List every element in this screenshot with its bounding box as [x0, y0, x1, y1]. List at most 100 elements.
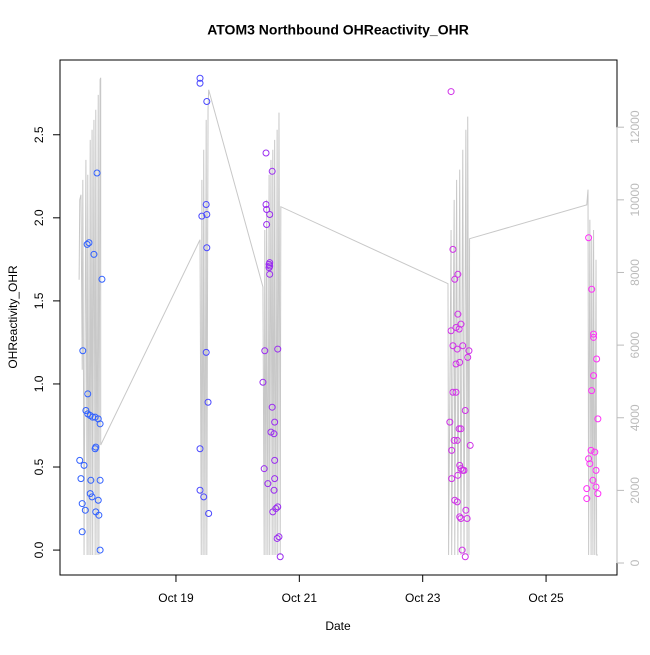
point — [454, 310, 462, 318]
point — [94, 496, 102, 504]
point — [203, 98, 211, 106]
point — [264, 480, 272, 488]
point — [461, 407, 469, 415]
point — [588, 387, 596, 395]
point — [86, 490, 94, 498]
point — [81, 506, 89, 514]
point — [273, 534, 281, 542]
point — [196, 74, 204, 82]
point — [271, 418, 279, 426]
point — [196, 486, 204, 494]
point — [262, 201, 270, 209]
point — [457, 320, 465, 328]
point — [457, 465, 465, 473]
point — [95, 511, 103, 519]
point — [270, 430, 278, 438]
point — [457, 425, 465, 433]
line-series — [78, 77, 598, 556]
point — [449, 342, 457, 350]
y-tick-label: 0.0 — [32, 541, 46, 558]
x-tick-label: Oct 23 — [405, 591, 441, 605]
y2-tick-label: 12000 — [628, 110, 642, 144]
point — [454, 270, 462, 278]
y2-tick-label: 2000 — [628, 477, 642, 504]
point — [82, 407, 90, 415]
point — [455, 425, 463, 433]
point — [593, 355, 601, 363]
point — [96, 476, 104, 484]
point — [448, 446, 456, 454]
point — [461, 553, 469, 561]
point — [456, 358, 464, 366]
point — [90, 250, 98, 258]
y-tick-label: 2.5 — [32, 126, 46, 143]
point — [592, 466, 600, 474]
point — [274, 345, 282, 353]
point — [276, 553, 284, 561]
point — [590, 333, 598, 341]
point — [587, 446, 595, 454]
point — [586, 460, 594, 468]
point — [274, 503, 282, 511]
point — [466, 441, 474, 449]
point — [266, 259, 274, 267]
point — [202, 201, 210, 209]
point — [93, 169, 101, 177]
point — [589, 476, 597, 484]
point — [259, 378, 267, 386]
point — [266, 270, 274, 278]
y2-tick-label: 10000 — [628, 183, 642, 217]
point — [84, 390, 92, 398]
point — [588, 285, 596, 293]
point — [77, 475, 85, 483]
point — [202, 348, 210, 356]
point — [451, 275, 459, 283]
point — [87, 476, 95, 484]
point — [449, 388, 457, 396]
point — [275, 533, 283, 541]
point — [453, 436, 461, 444]
y-tick-label: 2.0 — [32, 209, 46, 226]
point — [458, 546, 466, 554]
point — [464, 353, 472, 361]
point — [449, 245, 457, 253]
point — [92, 443, 100, 451]
point — [204, 398, 212, 406]
y2-tick-label: 0 — [628, 559, 642, 566]
point — [591, 448, 599, 456]
chart-title: ATOM3 Northbound OHReactivity_OHR — [207, 22, 469, 38]
point — [200, 493, 208, 501]
y-tick-label: 1.0 — [32, 375, 46, 392]
y-axis-label: OHReactivity_OHR — [6, 265, 20, 369]
point — [583, 495, 591, 503]
point — [271, 475, 279, 483]
point — [88, 493, 96, 501]
point — [198, 212, 206, 220]
point — [447, 327, 455, 335]
point — [465, 347, 473, 355]
point — [203, 211, 211, 218]
y-tick-label: 0.5 — [32, 458, 46, 475]
point — [272, 505, 280, 513]
point — [78, 528, 86, 536]
point — [590, 330, 598, 338]
x-tick-label: Oct 21 — [282, 591, 318, 605]
point — [453, 498, 461, 506]
point — [585, 455, 593, 463]
point — [462, 506, 470, 514]
point — [83, 240, 91, 248]
point — [196, 79, 204, 87]
point — [78, 500, 86, 508]
point — [452, 388, 460, 396]
point — [85, 239, 93, 247]
y2-tick-label: 4000 — [628, 404, 642, 431]
point — [205, 510, 213, 518]
point — [76, 456, 84, 464]
point — [585, 234, 593, 242]
point — [590, 372, 598, 380]
plot-frame — [59, 59, 618, 576]
point — [266, 262, 274, 270]
y2-tick-label: 6000 — [628, 331, 642, 358]
point — [592, 483, 600, 491]
point — [96, 420, 104, 428]
